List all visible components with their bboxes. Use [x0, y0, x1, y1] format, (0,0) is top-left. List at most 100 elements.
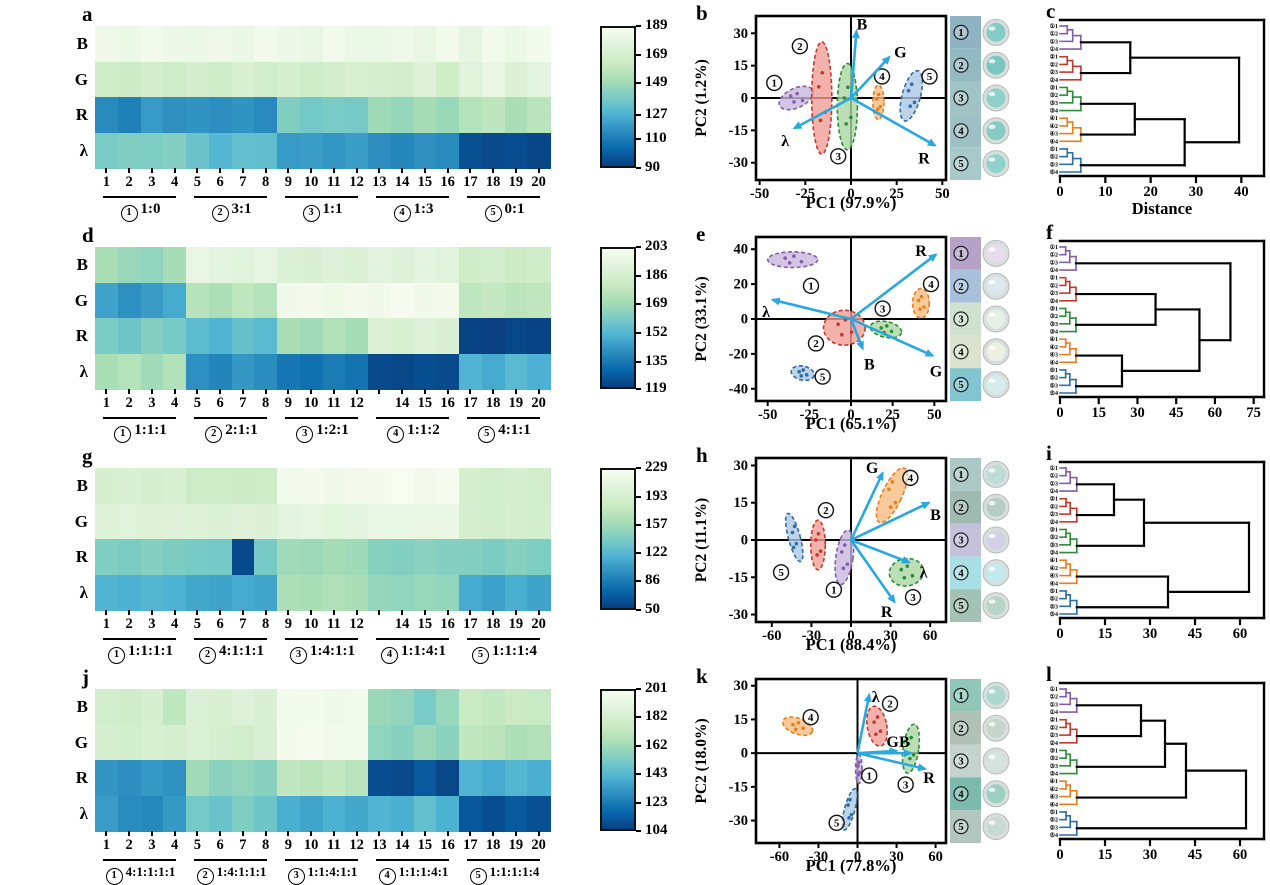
group-number-icon: 1 [105, 868, 123, 885]
x-tick-label: 75 [1246, 405, 1261, 421]
heatmap-cell [345, 61, 369, 98]
x-tick-label: 5 [193, 616, 201, 632]
group-underline [467, 196, 540, 198]
heatmap-cell [140, 282, 164, 319]
heatmap-row-label: R [75, 105, 88, 124]
sample-well-photo [986, 464, 1006, 484]
heatmap-cell [163, 26, 187, 62]
x-tick-mark [492, 610, 495, 615]
group-number-icon: 2 [205, 426, 223, 443]
leaf-label: ①1 [1050, 686, 1058, 693]
heatmap-cell [231, 574, 255, 611]
heatmap-cell [231, 539, 255, 575]
heatmap-cell [322, 539, 346, 575]
leaf-label: ①2 [1050, 694, 1058, 701]
heatmap-row-label: λ [79, 582, 88, 602]
heatmap-cell [95, 61, 119, 98]
heatmap-cell [140, 61, 164, 98]
heatmap-cell [322, 318, 346, 354]
colorbar [600, 26, 636, 168]
group-label: 2 4:1:1:1 [173, 643, 290, 664]
leaf-label: ①4 [1050, 488, 1058, 495]
leaf-label: ①3 [1050, 38, 1058, 45]
cluster-number-icon [772, 564, 790, 581]
sample-strip-cell [950, 523, 981, 557]
x-tick-label: 17 [463, 837, 478, 853]
x-tick-mark [128, 168, 131, 173]
x-tick-label: 15 [417, 174, 433, 190]
heatmap-cell [95, 503, 119, 540]
x-tick-mark [219, 389, 222, 394]
group-underline [467, 417, 540, 419]
sample-strip-cell [950, 711, 981, 745]
plot-box [754, 677, 948, 845]
x-tick-mark [446, 610, 449, 615]
heatmap-cell [322, 503, 346, 540]
x-tick-label: 17 [463, 616, 478, 632]
strip-number: 1 [958, 691, 963, 702]
sample-well-highlight [988, 722, 996, 727]
heatmap-cell [254, 724, 278, 761]
heatmap-cell [254, 539, 278, 575]
leaf-label: ⑤3 [1050, 824, 1058, 831]
x-tick-mark [355, 610, 358, 615]
cluster-point [841, 566, 846, 571]
group-ratio: 1:2:1 [316, 422, 349, 438]
panel-letter: j [82, 665, 89, 689]
x-tick-mark [401, 831, 404, 836]
cluster-point [910, 573, 915, 578]
group-number-icon: 3 [290, 647, 307, 664]
heatmap-cell [208, 468, 232, 504]
strip-number: 4 [958, 568, 964, 579]
x-tick-mark [310, 610, 313, 615]
x-tick-label: 20 [531, 174, 546, 190]
group-ratio: 3:1 [231, 201, 252, 217]
loading-label: R [923, 770, 935, 787]
x-tick-label: 60 [1233, 847, 1248, 863]
dendrogram-plot: i①1①2①3①4②1②2②3②4③1③2③3③4④1④2④3④4⑤1⑤2⑤3⑤… [1046, 441, 1266, 642]
cluster-point [799, 374, 804, 378]
heatmap-cell [345, 574, 369, 611]
strip-number-icon [953, 687, 969, 704]
cluster-number-icon [802, 708, 819, 726]
cluster-point [876, 92, 881, 97]
x-tick-label: 16 [440, 616, 455, 632]
leaf-label: ⑤4 [1050, 169, 1058, 176]
cluster-number-icon [825, 581, 843, 598]
group-label: 4 1:3 [355, 201, 472, 222]
group-underline [103, 638, 176, 640]
heatmap-cell [140, 574, 164, 611]
leaf-label: ②2 [1050, 61, 1058, 68]
x-tick-mark [355, 168, 358, 173]
sample-well-highlight [988, 91, 996, 97]
group-ratio: 1:1:1:4 [492, 643, 537, 659]
heatmap-cell [504, 795, 528, 832]
heatmap-cell [299, 247, 323, 283]
group-underline [285, 417, 358, 419]
colorbar-tick-mark [636, 688, 641, 690]
loading-arrow [850, 538, 911, 564]
heatmap-cell [413, 503, 437, 540]
colorbar [600, 247, 636, 389]
sample-strip-cell [950, 114, 981, 148]
leaf-label: ④3 [1050, 352, 1058, 359]
group-underline [376, 417, 449, 419]
cluster-ellipse [784, 512, 804, 563]
cluster-point [794, 541, 799, 546]
heatmap-row-label: B [76, 476, 88, 495]
heatmap-cell [117, 795, 141, 832]
heatmap-cell [322, 97, 346, 133]
heatmap-cell [140, 97, 164, 133]
heatmap-cell [186, 132, 210, 169]
heatmap-cell [345, 97, 369, 133]
cluster-point [792, 524, 797, 529]
loading-label: B [899, 734, 910, 751]
heatmap-cell [459, 795, 483, 832]
group-label: 2 3:1 [173, 201, 290, 222]
heatmap-cell [504, 97, 528, 133]
sample-strip-cell [950, 147, 981, 180]
heatmap-cell [345, 689, 369, 725]
leaf-label: ⑤3 [1050, 603, 1058, 610]
